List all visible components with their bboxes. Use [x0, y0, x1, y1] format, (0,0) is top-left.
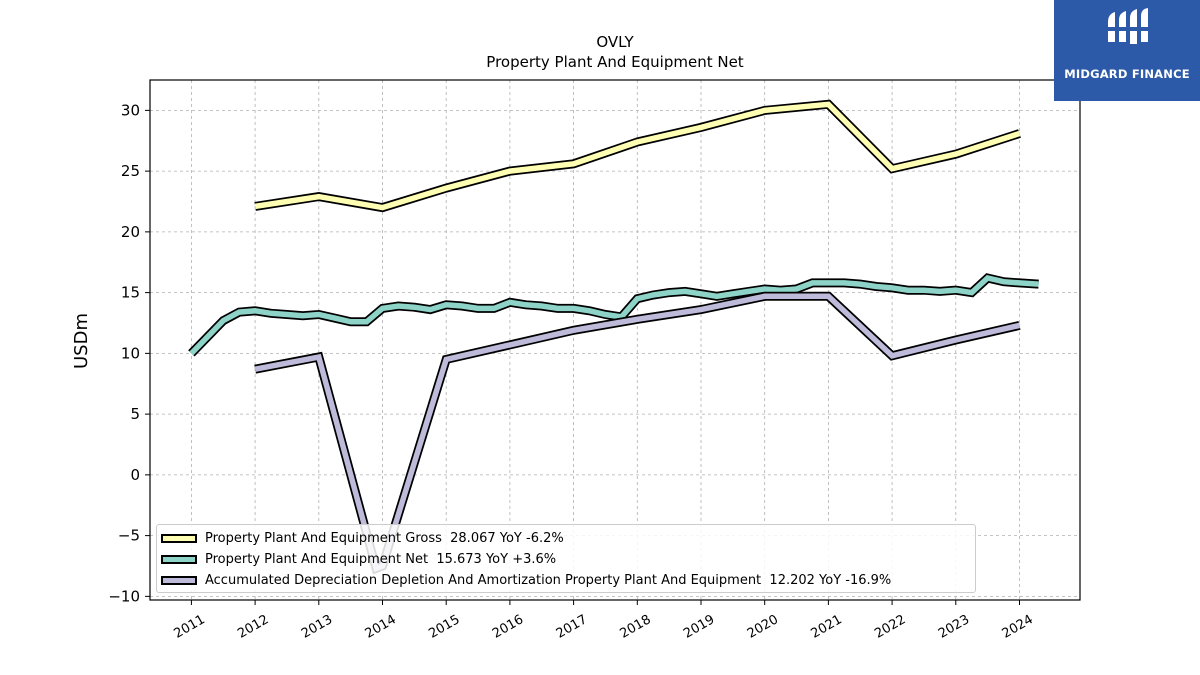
x-tick-label: 2024 [1000, 612, 1036, 642]
legend-label-net: Property Plant And Equipment Net 15.673 … [205, 551, 557, 567]
y-tick-label: −5 [118, 527, 140, 545]
y-tick-label: −10 [108, 587, 140, 605]
x-tick-label: 2022 [872, 612, 908, 642]
x-tick-label: 2011 [172, 612, 208, 642]
y-axis-label: USDm [71, 313, 92, 369]
y-tick-label: 10 [121, 344, 140, 362]
legend-label-depreciation: Accumulated Depreciation Depletion And A… [205, 572, 892, 588]
x-tick-label: 2014 [363, 612, 399, 642]
legend-label-gross: Property Plant And Equipment Gross 28.06… [205, 530, 564, 546]
x-tick-label: 2016 [490, 612, 526, 642]
logo-mark-icon [1106, 8, 1150, 44]
legend-item-gross: Property Plant And Equipment Gross 28.06… [161, 528, 564, 548]
x-tick-label: 2021 [809, 612, 845, 642]
legend-swatch-gross [161, 533, 197, 543]
chart-title: OVLY [596, 33, 634, 51]
series-line-1 [189, 274, 1039, 356]
y-tick-label: 5 [130, 405, 140, 423]
x-tick-label: 2013 [299, 612, 335, 642]
plot-frame [149, 79, 1081, 601]
chart-subtitle: Property Plant And Equipment Net [486, 53, 743, 71]
y-tick-label: 0 [130, 466, 140, 484]
y-tick-label: 30 [121, 101, 140, 119]
x-tick-label: 2023 [936, 612, 972, 642]
x-tick-label: 2019 [681, 612, 717, 642]
x-tick-label: 2020 [745, 612, 781, 642]
legend-item-depreciation: Accumulated Depreciation Depletion And A… [161, 570, 891, 590]
series-lines [188, 99, 1039, 575]
y-tick-label: 20 [121, 223, 140, 241]
midgard-finance-logo: MIDGARD FINANCE [1054, 0, 1200, 101]
chart-legend: Property Plant And Equipment Gross 28.06… [156, 524, 976, 593]
x-tick-label: 2012 [235, 612, 271, 642]
legend-swatch-depreciation [161, 575, 197, 585]
x-tick-label: 2017 [554, 612, 590, 642]
series-outline-0 [254, 99, 1021, 213]
logo-text: MIDGARD FINANCE [1064, 67, 1190, 81]
y-tick-label: 25 [121, 162, 140, 180]
legend-item-net: Property Plant And Equipment Net 15.673 … [161, 549, 556, 569]
x-tick-label: 2015 [426, 612, 462, 642]
y-tick-label: 15 [121, 284, 140, 302]
legend-swatch-net [161, 554, 197, 564]
x-tick-label: 2018 [617, 612, 653, 642]
series-line-0 [254, 101, 1021, 211]
